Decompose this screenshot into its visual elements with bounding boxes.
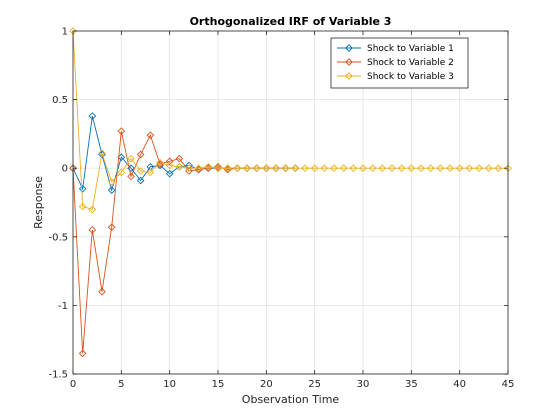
data-point [165, 161, 174, 170]
data-point [146, 162, 155, 171]
x-axis-label: Observation Time [242, 393, 340, 406]
data-point [436, 164, 445, 173]
data-point [98, 150, 106, 159]
data-point [156, 158, 164, 167]
data-point [407, 164, 416, 173]
data-point [320, 164, 329, 173]
data-point [339, 164, 348, 173]
data-point [417, 164, 425, 173]
data-point [368, 164, 377, 173]
data-point [262, 164, 271, 173]
data-point [117, 127, 126, 135]
data-point [78, 184, 87, 193]
data-point [194, 164, 203, 173]
y-tick-label: -0.5 [48, 232, 68, 243]
data-point [281, 164, 290, 173]
data-point [465, 164, 474, 173]
data-point [291, 164, 300, 173]
legend-marker [345, 44, 353, 52]
data-point [78, 349, 87, 358]
x-tick-label: 45 [502, 379, 515, 390]
data-point [98, 287, 106, 296]
series-3 [69, 27, 512, 214]
data-point [88, 226, 97, 234]
data-point [88, 112, 97, 120]
data-point [165, 157, 174, 166]
data-point [117, 168, 126, 177]
data-point [426, 164, 435, 173]
data-point [185, 164, 193, 173]
data-point [165, 169, 174, 178]
data-point [175, 162, 184, 171]
legend-entry: Shock to Variable 1 [337, 44, 454, 54]
data-point [136, 176, 145, 185]
data-point [388, 164, 396, 173]
legend-label: Shock to Variable 1 [367, 44, 454, 54]
data-point [378, 164, 387, 173]
x-tick-label: 20 [260, 379, 273, 390]
data-point [349, 164, 358, 173]
series-line [72, 30, 508, 210]
data-point [301, 164, 309, 173]
data-point [136, 167, 145, 175]
y-tick-label: -1.5 [48, 370, 68, 381]
data-point [78, 202, 87, 211]
data-point [494, 164, 503, 173]
data-point [107, 223, 116, 232]
legend-label: Shock to Variable 2 [367, 58, 454, 68]
plot-frame [72, 30, 509, 375]
data-point [484, 164, 493, 173]
legend-box [330, 37, 469, 89]
data-point [214, 164, 222, 173]
chart-title: Orthogonalized IRF of Variable 3 [190, 15, 392, 28]
data-point [475, 164, 483, 173]
legend: Shock to Variable 1 Shock to Variable 2 Sh… [330, 37, 469, 89]
data-point [272, 164, 280, 173]
y-axis-label: Response [32, 176, 45, 229]
legend-marker [345, 58, 353, 66]
data-point [107, 186, 116, 194]
x-tick-label: 35 [405, 379, 418, 390]
legend-label: Shock to Variable 3 [367, 72, 454, 82]
legend-marker [345, 72, 353, 80]
data-point [310, 164, 319, 173]
data-point [136, 150, 145, 159]
data-point [98, 149, 106, 157]
series-layer [69, 27, 512, 358]
x-tick-label: 10 [163, 379, 176, 390]
data-point [107, 178, 116, 186]
x-tick-label: 15 [212, 379, 225, 390]
data-point [146, 168, 155, 177]
data-point [185, 161, 193, 170]
data-point [214, 162, 222, 171]
x-tick-label: 25 [308, 379, 321, 390]
legend-entry: Shock to Variable 2 [337, 58, 454, 68]
y-tick-label: 1 [62, 27, 68, 38]
x-tick-label: 30 [357, 379, 370, 390]
data-point [455, 164, 464, 173]
y-tick-label: -1 [58, 301, 68, 312]
data-point [252, 164, 261, 173]
data-point [446, 164, 454, 173]
data-point [223, 164, 232, 173]
x-tick-label: 5 [118, 379, 124, 390]
data-point [397, 164, 406, 173]
data-point [88, 205, 97, 214]
data-point [175, 154, 184, 163]
data-point [146, 131, 155, 140]
data-point [233, 164, 242, 173]
data-point [243, 164, 251, 173]
data-point [204, 162, 213, 171]
y-tick-label: 0.5 [52, 95, 68, 106]
data-point [330, 164, 338, 173]
axis-ticks: 0 5 10 15 20 25 30 35 40 45 -1.5 -1 -0.5 0 0.5 1 [48, 27, 514, 391]
x-tick-label: 0 [70, 379, 76, 390]
legend-entry: Shock to Variable 3 [337, 72, 454, 82]
data-point [127, 154, 135, 163]
data-point [359, 164, 367, 173]
y-tick-label: 0 [62, 164, 68, 175]
data-point [127, 172, 135, 181]
x-tick-label: 40 [453, 379, 466, 390]
